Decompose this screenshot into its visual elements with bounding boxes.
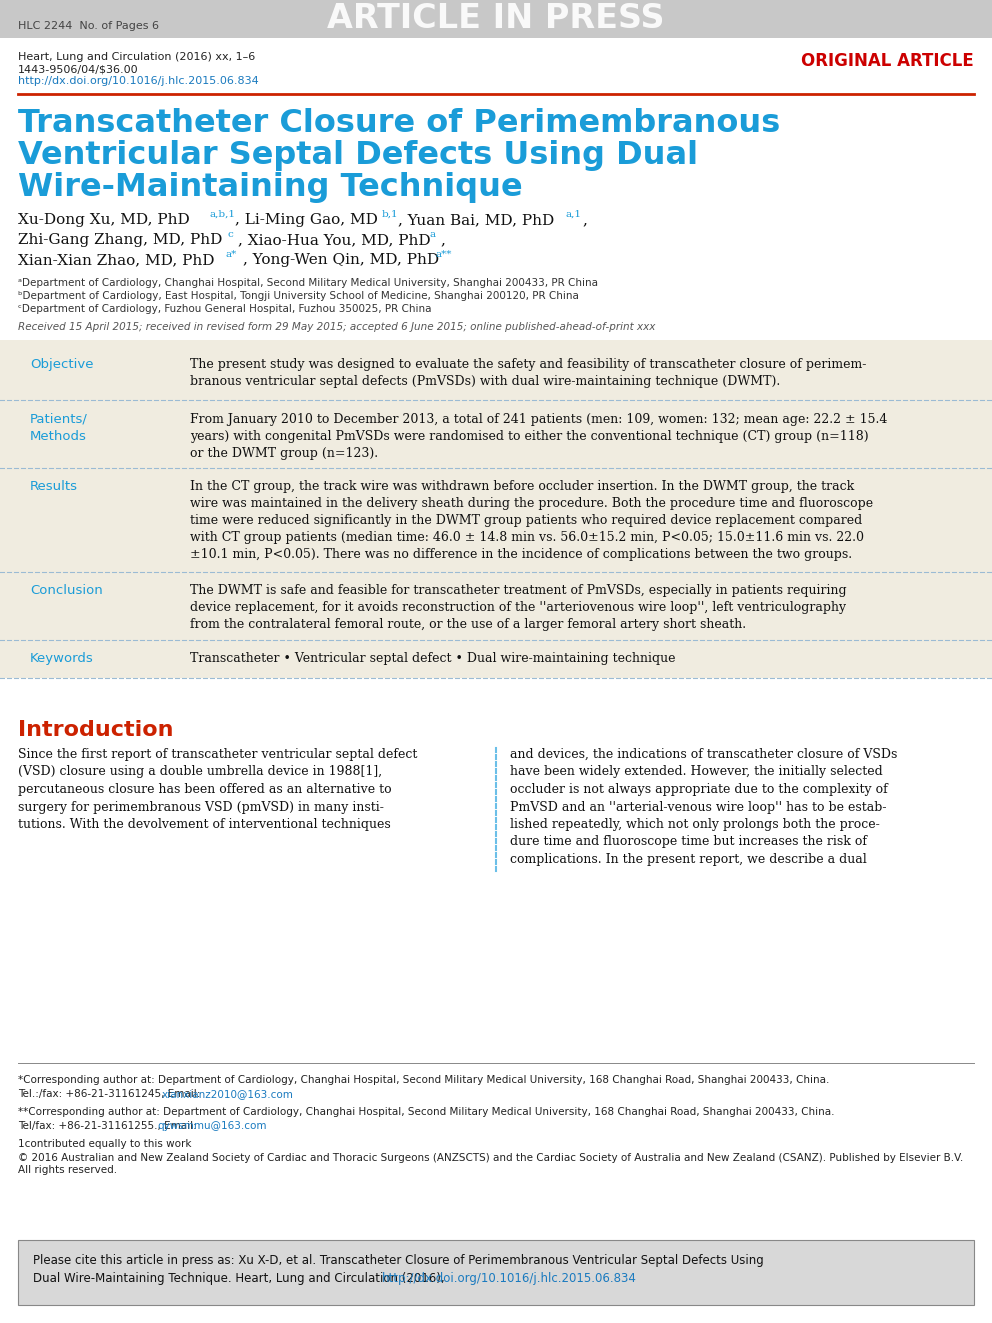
Text: have been widely extended. However, the initially selected: have been widely extended. However, the … xyxy=(510,766,883,778)
Text: device replacement, for it avoids reconstruction of the ''arteriovenous wire loo: device replacement, for it avoids recons… xyxy=(190,601,846,614)
Text: branous ventricular septal defects (PmVSDs) with dual wire-maintaining technique: branous ventricular septal defects (PmVS… xyxy=(190,374,781,388)
Text: **Corresponding author at: Department of Cardiology, Changhai Hospital, Second M: **Corresponding author at: Department of… xyxy=(18,1107,834,1117)
Text: 1443-9506/04/$36.00: 1443-9506/04/$36.00 xyxy=(18,64,139,74)
Text: from the contralateral femoral route, or the use of a larger femoral artery shor: from the contralateral femoral route, or… xyxy=(190,618,746,631)
Text: Xu-Dong Xu, MD, PhD: Xu-Dong Xu, MD, PhD xyxy=(18,213,189,228)
Bar xyxy=(18,1240,974,1304)
Text: All rights reserved.: All rights reserved. xyxy=(18,1166,117,1175)
Text: Conclusion: Conclusion xyxy=(30,583,103,597)
Text: Results: Results xyxy=(30,480,78,493)
Text: *Corresponding author at: Department of Cardiology, Changhai Hospital, Second Mi: *Corresponding author at: Department of … xyxy=(18,1076,829,1085)
Text: Patients/: Patients/ xyxy=(30,413,88,426)
Text: time were reduced significantly in the DWMT group patients who required device r: time were reduced significantly in the D… xyxy=(190,515,862,527)
Text: ᵃDepartment of Cardiology, Changhai Hospital, Second Military Medical University: ᵃDepartment of Cardiology, Changhai Hosp… xyxy=(18,278,598,288)
Text: or the DWMT group (n=123).: or the DWMT group (n=123). xyxy=(190,447,378,460)
Text: complications. In the present report, we describe a dual: complications. In the present report, we… xyxy=(510,853,867,867)
Text: lished repeatedly, which not only prolongs both the proce-: lished repeatedly, which not only prolon… xyxy=(510,818,880,831)
Text: Since the first report of transcatheter ventricular septal defect: Since the first report of transcatheter … xyxy=(18,747,418,761)
Bar xyxy=(0,0,992,38)
Text: Received 15 April 2015; received in revised form 29 May 2015; accepted 6 June 20: Received 15 April 2015; received in revi… xyxy=(18,321,656,332)
Text: Wire-Maintaining Technique: Wire-Maintaining Technique xyxy=(18,172,523,202)
Text: © 2016 Australian and New Zealand Society of Cardiac and Thoracic Surgeons (ANZS: © 2016 Australian and New Zealand Societ… xyxy=(18,1154,963,1163)
Text: 1contributed equally to this work: 1contributed equally to this work xyxy=(18,1139,191,1148)
Text: Transcatheter Closure of Perimembranous: Transcatheter Closure of Perimembranous xyxy=(18,108,781,139)
Text: Keywords: Keywords xyxy=(30,652,94,665)
Text: Ventricular Septal Defects Using Dual: Ventricular Septal Defects Using Dual xyxy=(18,140,698,171)
Text: occluder is not always appropriate due to the complexity of: occluder is not always appropriate due t… xyxy=(510,783,888,796)
Text: tutions. With the devolvement of interventional techniques: tutions. With the devolvement of interve… xyxy=(18,818,391,831)
Text: ±10.1 min, P<0.05). There was no difference in the incidence of complications be: ±10.1 min, P<0.05). There was no differe… xyxy=(190,548,852,561)
Text: , Li-Ming Gao, MD: , Li-Ming Gao, MD xyxy=(235,213,378,228)
Text: a: a xyxy=(430,230,436,239)
Text: Methods: Methods xyxy=(30,430,87,443)
Text: Dual Wire-Maintaining Technique. Heart, Lung and Circulation (2016),: Dual Wire-Maintaining Technique. Heart, … xyxy=(33,1271,448,1285)
Text: surgery for perimembranous VSD (pmVSD) in many insti-: surgery for perimembranous VSD (pmVSD) i… xyxy=(18,800,384,814)
Text: Heart, Lung and Circulation (2016) xx, 1–6: Heart, Lung and Circulation (2016) xx, 1… xyxy=(18,52,255,62)
Text: b,1: b,1 xyxy=(382,210,399,220)
Text: Xian-Xian Zhao, MD, PhD: Xian-Xian Zhao, MD, PhD xyxy=(18,253,214,267)
Text: , Xiao-Hua You, MD, PhD: , Xiao-Hua You, MD, PhD xyxy=(238,233,431,247)
Text: In the CT group, the track wire was withdrawn before occluder insertion. In the : In the CT group, the track wire was with… xyxy=(190,480,854,493)
Text: percutaneous closure has been offered as an alternative to: percutaneous closure has been offered as… xyxy=(18,783,392,796)
Text: Tel/fax: +86-21-31161255., Email:: Tel/fax: +86-21-31161255., Email: xyxy=(18,1121,200,1131)
Text: and devices, the indications of transcatheter closure of VSDs: and devices, the indications of transcat… xyxy=(510,747,898,761)
Text: a,b,1: a,b,1 xyxy=(210,210,236,220)
Text: qywsmmu@163.com: qywsmmu@163.com xyxy=(158,1121,267,1131)
Text: ORIGINAL ARTICLE: ORIGINAL ARTICLE xyxy=(802,52,974,70)
Text: PmVSD and an ''arterial-venous wire loop'' has to be estab-: PmVSD and an ''arterial-venous wire loop… xyxy=(510,800,887,814)
Text: Zhi-Gang Zhang, MD, PhD: Zhi-Gang Zhang, MD, PhD xyxy=(18,233,222,247)
Text: Objective: Objective xyxy=(30,359,93,370)
Text: ᵇDepartment of Cardiology, East Hospital, Tongji University School of Medicine, : ᵇDepartment of Cardiology, East Hospital… xyxy=(18,291,579,302)
Text: wire was maintained in the delivery sheath during the procedure. Both the proced: wire was maintained in the delivery shea… xyxy=(190,497,873,509)
Text: years) with congenital PmVSDs were randomised to either the conventional techniq: years) with congenital PmVSDs were rando… xyxy=(190,430,869,443)
Text: The present study was designed to evaluate the safety and feasibility of transca: The present study was designed to evalua… xyxy=(190,359,866,370)
Text: a*: a* xyxy=(225,250,236,259)
Text: http://dx.doi.org/10.1016/j.hlc.2015.06.834: http://dx.doi.org/10.1016/j.hlc.2015.06.… xyxy=(382,1271,636,1285)
Bar xyxy=(0,340,992,900)
Text: Transcatheter • Ventricular septal defect • Dual wire-maintaining technique: Transcatheter • Ventricular septal defec… xyxy=(190,652,676,665)
Text: Please cite this article in press as: Xu X-D, et al. Transcatheter Closure of Pe: Please cite this article in press as: Xu… xyxy=(33,1254,764,1267)
Text: Introduction: Introduction xyxy=(18,720,174,740)
Text: , Yong-Wen Qin, MD, PhD: , Yong-Wen Qin, MD, PhD xyxy=(243,253,439,267)
Text: ARTICLE IN PRESS: ARTICLE IN PRESS xyxy=(327,3,665,36)
Text: http://dx.doi.org/10.1016/j.hlc.2015.06.834: http://dx.doi.org/10.1016/j.hlc.2015.06.… xyxy=(18,75,259,86)
Text: c: c xyxy=(227,230,233,239)
Bar xyxy=(0,677,992,900)
Text: Tel.:/fax: +86-21-31161245, Email:: Tel.:/fax: +86-21-31161245, Email: xyxy=(18,1089,203,1099)
Text: dure time and fluoroscope time but increases the risk of: dure time and fluoroscope time but incre… xyxy=(510,836,867,848)
Text: , Yuan Bai, MD, PhD: , Yuan Bai, MD, PhD xyxy=(398,213,555,228)
Text: From January 2010 to December 2013, a total of 241 patients (men: 109, women: 13: From January 2010 to December 2013, a to… xyxy=(190,413,888,426)
Text: ,: , xyxy=(440,233,444,247)
Text: a,1: a,1 xyxy=(566,210,582,220)
Text: xianxianz2010@163.com: xianxianz2010@163.com xyxy=(162,1089,294,1099)
Text: a**: a** xyxy=(435,250,451,259)
Text: with CT group patients (median time: 46.0 ± 14.8 min vs. 56.0±15.2 min, P<0.05; : with CT group patients (median time: 46.… xyxy=(190,531,864,544)
Text: ᶜDepartment of Cardiology, Fuzhou General Hospital, Fuzhou 350025, PR China: ᶜDepartment of Cardiology, Fuzhou Genera… xyxy=(18,304,432,314)
Text: ,: , xyxy=(582,213,587,228)
Text: (VSD) closure using a double umbrella device in 1988[1],: (VSD) closure using a double umbrella de… xyxy=(18,766,382,778)
Text: The DWMT is safe and feasible for transcatheter treatment of PmVSDs, especially : The DWMT is safe and feasible for transc… xyxy=(190,583,846,597)
Text: HLC 2244  No. of Pages 6: HLC 2244 No. of Pages 6 xyxy=(18,21,159,30)
